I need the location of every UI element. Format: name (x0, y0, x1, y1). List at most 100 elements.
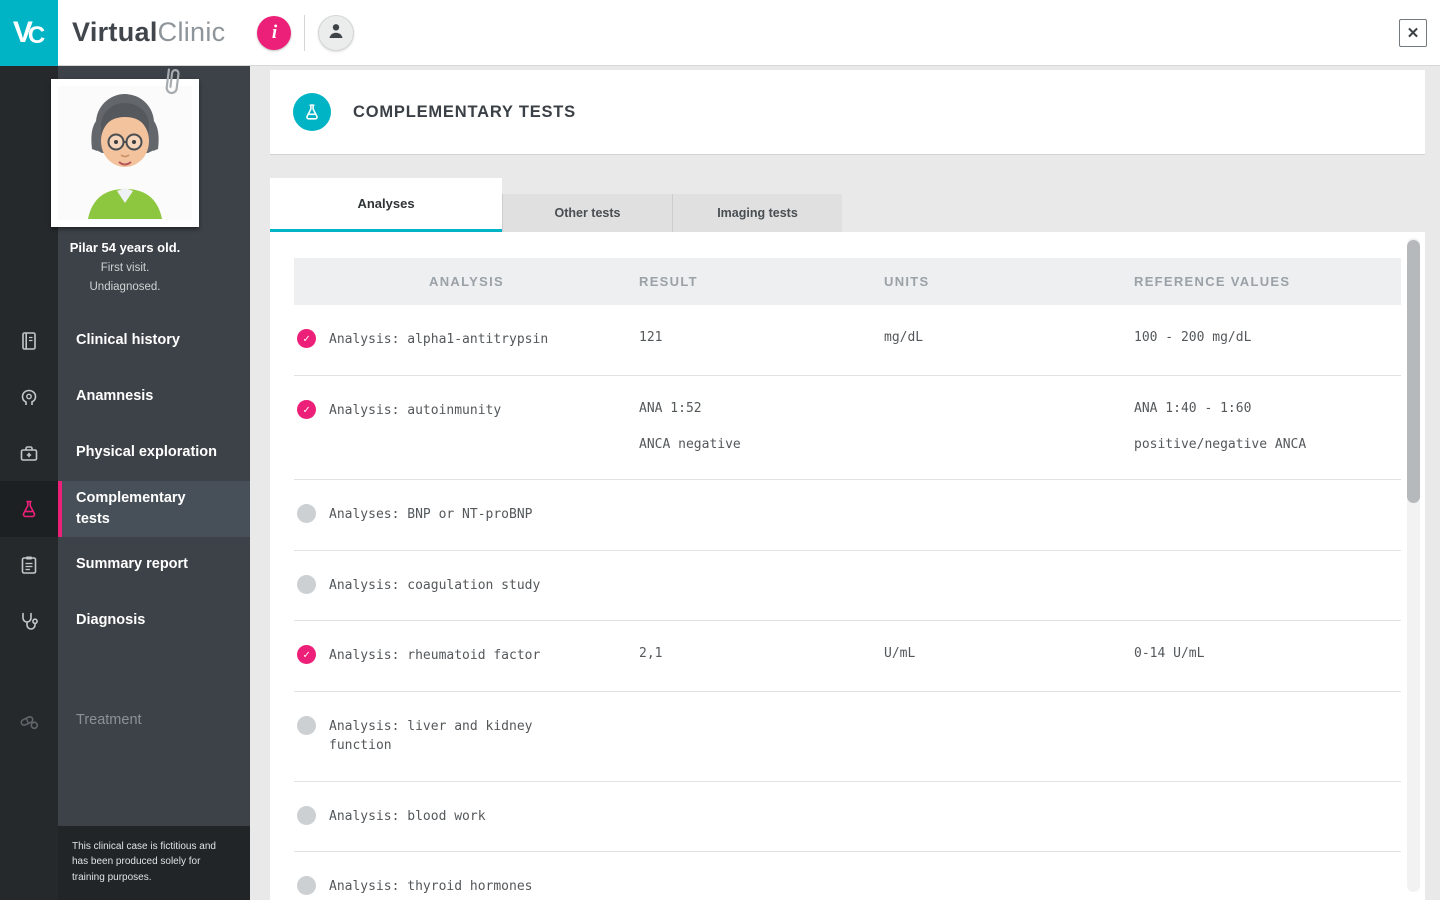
result-cell: 121 (639, 330, 663, 345)
result-cell (639, 576, 884, 596)
reference-values-cell (1134, 505, 1401, 525)
page-title: COMPLEMENTARY TESTS (353, 102, 576, 121)
analysis-name: Analysis: alpha1-antitrypsin (329, 332, 549, 347)
result-cell (639, 807, 884, 827)
column-header-analysis: ANALYSIS (429, 274, 504, 289)
close-icon: ✕ (1406, 24, 1420, 42)
unchecked-circle-icon (297, 805, 316, 825)
analysis-name: Analysis: autoinmunity (329, 402, 502, 418)
sidebar-item-label: Summary report (76, 556, 189, 573)
sidebar-item-label: Clinical history (76, 332, 180, 349)
result-cell (639, 505, 884, 525)
analysis-name: Analysis: rheumatoid factor (329, 648, 541, 664)
analysis-name: Analyses: BNP or NT-proBNP (329, 507, 533, 523)
analysis-name: Analysis: blood work (329, 808, 486, 824)
column-header-reference-values: REFERENCE VALUES (1134, 274, 1291, 289)
analysis-row[interactable]: ✓ Analysis: alpha1-antitrypsin 121 mg/dL 100… (294, 305, 1401, 376)
stethoscope-icon (0, 593, 58, 649)
unchecked-circle-icon (297, 876, 316, 896)
tab-imaging-tests[interactable]: Imaging tests (672, 194, 842, 232)
patient-photo (51, 68, 199, 227)
tab-analyses[interactable]: Analyses (270, 178, 502, 232)
sidebar-item-physical-exploration[interactable]: Physical exploration (0, 425, 250, 481)
sidebar-item-clinical-history[interactable]: Clinical history (0, 313, 250, 369)
sidebar-item-complementary-tests[interactable]: Complementary tests (0, 481, 250, 537)
table-header-row: ANALYSIS RESULT UNITS REFERENCE VALUES (294, 258, 1401, 305)
analysis-table-card: ANALYSIS RESULT UNITS REFERENCE VALUES ✓… (270, 232, 1425, 900)
analysis-row[interactable]: ✓ Analysis: autoinmunity ANA 1:52 ANCA nega… (294, 376, 1401, 481)
sidebar-menu: Clinical history Anamnesis Physical explor… (0, 313, 250, 749)
reference-values-cell (1134, 576, 1401, 596)
checked-icon: ✓ (297, 645, 316, 665)
disclaimer-text: This clinical case is fictitious and has… (58, 825, 250, 900)
analysis-name: Analysis: thyroid hormones (329, 879, 533, 895)
brand-title: VirtualClinic (72, 17, 226, 47)
reference-values-cell (1134, 717, 1401, 756)
analysis-row[interactable]: Analysis: liver and kidney function (294, 692, 1401, 782)
analysis-row[interactable]: Analyses: BNP or NT-proBNP (294, 480, 1401, 551)
person-icon (326, 21, 346, 44)
paperclip-icon (157, 64, 188, 108)
units-cell (884, 717, 1134, 756)
units-cell: mg/dL (884, 330, 924, 345)
unchecked-circle-icon (297, 715, 316, 735)
sidebar-item-diagnosis[interactable]: Diagnosis (0, 593, 250, 649)
scrollbar-thumb[interactable] (1407, 240, 1420, 503)
analysis-row[interactable]: ✓ Analysis: rheumatoid factor 2,1 U/mL 0-14 … (294, 621, 1401, 692)
section-header-card: COMPLEMENTARY TESTS (270, 70, 1425, 155)
units-cell: U/mL (884, 646, 916, 662)
sidebar-item-label: Treatment (76, 712, 142, 729)
column-header-units: UNITS (884, 274, 930, 289)
flask-icon (0, 481, 58, 537)
sidebar-item-label: Anamnesis (76, 388, 154, 405)
patient-toggle-button[interactable] (318, 14, 355, 51)
analysis-table-body: ✓ Analysis: alpha1-antitrypsin 121 mg/dL 100… (294, 305, 1401, 900)
reference-values-cell: 100 - 200 mg/dL (1134, 330, 1252, 345)
sidebar-item-label: Physical exploration (76, 444, 218, 461)
unchecked-circle-icon (297, 504, 316, 524)
tab-other-tests[interactable]: Other tests (502, 194, 672, 232)
reference-values-cell: ANA 1:40 - 1:60 positive/negative ANCA (1134, 400, 1307, 453)
patient-name: Pilar 54 years old. (69, 240, 181, 255)
analysis-row[interactable]: Analysis: coagulation study (294, 551, 1401, 622)
result-cell (639, 717, 884, 756)
topbar-divider (304, 14, 306, 51)
book-icon (0, 313, 58, 369)
analysis-row[interactable]: Analysis: blood work (294, 782, 1401, 853)
result-cell: ANA 1:52 ANCA negative (639, 400, 741, 453)
column-header-result: RESULT (639, 274, 698, 289)
sidebar-item-label: Complementary tests (76, 489, 186, 527)
analysis-name: Analysis: liver and kidney function (329, 718, 533, 754)
vertical-scrollbar[interactable] (1407, 238, 1420, 892)
sidebar-item-label: Diagnosis (76, 612, 146, 629)
close-button[interactable]: ✕ (1399, 18, 1427, 47)
reference-values-cell (1134, 877, 1401, 897)
report-icon (0, 537, 58, 593)
tabs: Analyses Other tests Imaging tests (270, 178, 842, 232)
units-cell (884, 505, 1134, 525)
analysis-row[interactable]: Analysis: thyroid hormones (294, 852, 1401, 900)
main-content: COMPLEMENTARY TESTS Analyses Other tests I… (250, 66, 1440, 900)
units-cell (884, 401, 1134, 455)
checked-icon: ✓ (297, 329, 316, 348)
info-icon: i (271, 21, 278, 43)
reference-values-cell (1134, 807, 1401, 827)
pills-icon (0, 693, 58, 749)
units-cell (884, 576, 1134, 596)
analysis-name: Analysis: coagulation study (329, 577, 541, 593)
flask-icon (293, 93, 331, 131)
info-button[interactable]: i (257, 15, 292, 50)
reference-values-cell: 0-14 U/mL (1134, 646, 1205, 662)
checked-icon: ✓ (297, 399, 316, 419)
result-cell: 2,1 (639, 646, 663, 662)
head-icon (0, 369, 58, 425)
units-cell (884, 807, 1134, 827)
patient-status: Undiagnosed. (89, 281, 161, 293)
sidebar-item-summary-report[interactable]: Summary report (0, 537, 250, 593)
patient-visit: First visit. (100, 262, 150, 274)
unchecked-circle-icon (297, 574, 316, 594)
sidebar-item-anamnesis[interactable]: Anamnesis (0, 369, 250, 425)
sidebar-item-treatment: Treatment (0, 693, 250, 749)
